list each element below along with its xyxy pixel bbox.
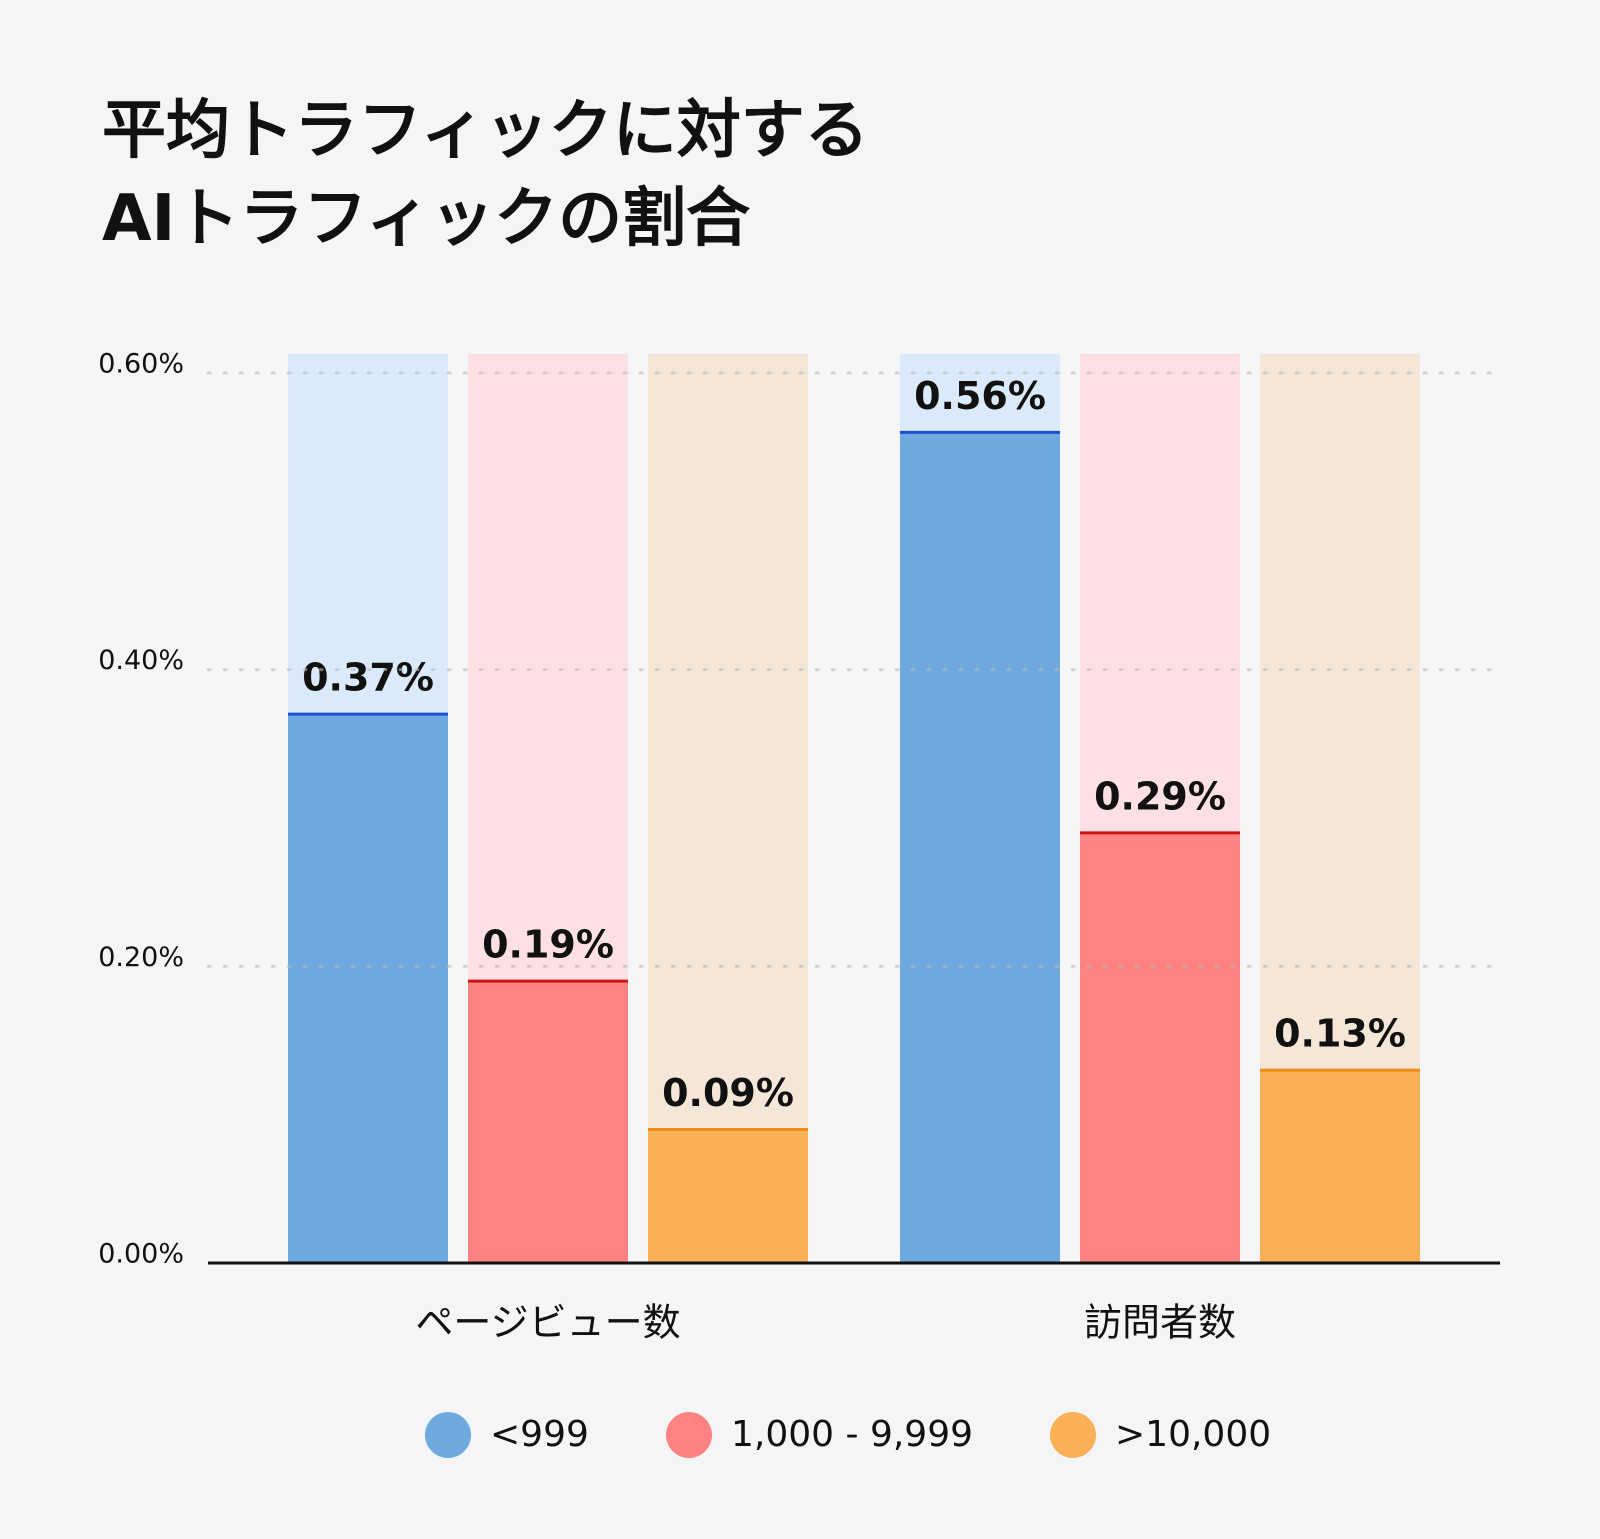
value-label: 0.37% xyxy=(302,656,434,700)
chart-title: 平均トラフィックに対する xyxy=(102,94,869,168)
legend-label: 1,000 - 9,999 xyxy=(731,1414,973,1455)
value-label: 0.09% xyxy=(662,1071,794,1115)
y-tick-label: 0.60% xyxy=(98,349,184,380)
value-label: 0.13% xyxy=(1274,1012,1406,1056)
value-label: 0.56% xyxy=(914,374,1046,418)
chart-title: AIトラフィックの割合 xyxy=(102,182,750,256)
bar xyxy=(648,1129,808,1263)
y-tick-label: 0.40% xyxy=(98,645,184,676)
bar xyxy=(468,981,628,1263)
value-label: 0.29% xyxy=(1094,774,1226,818)
legend-swatch xyxy=(425,1412,471,1458)
legend-label: <999 xyxy=(490,1414,589,1455)
bar-track xyxy=(648,354,808,1263)
x-tick-label: ページビュー数 xyxy=(415,1301,680,1345)
legend-label: >10,000 xyxy=(1115,1414,1271,1455)
x-tick-label: 訪問者数 xyxy=(1084,1301,1236,1345)
bar xyxy=(1080,832,1240,1263)
bar xyxy=(288,714,448,1263)
value-label: 0.19% xyxy=(482,923,614,967)
bar xyxy=(900,432,1060,1263)
bar xyxy=(1260,1070,1420,1263)
y-tick-label: 0.20% xyxy=(98,942,184,973)
legend-swatch xyxy=(666,1412,712,1458)
y-tick-label: 0.00% xyxy=(98,1239,184,1270)
legend-swatch xyxy=(1050,1412,1096,1458)
